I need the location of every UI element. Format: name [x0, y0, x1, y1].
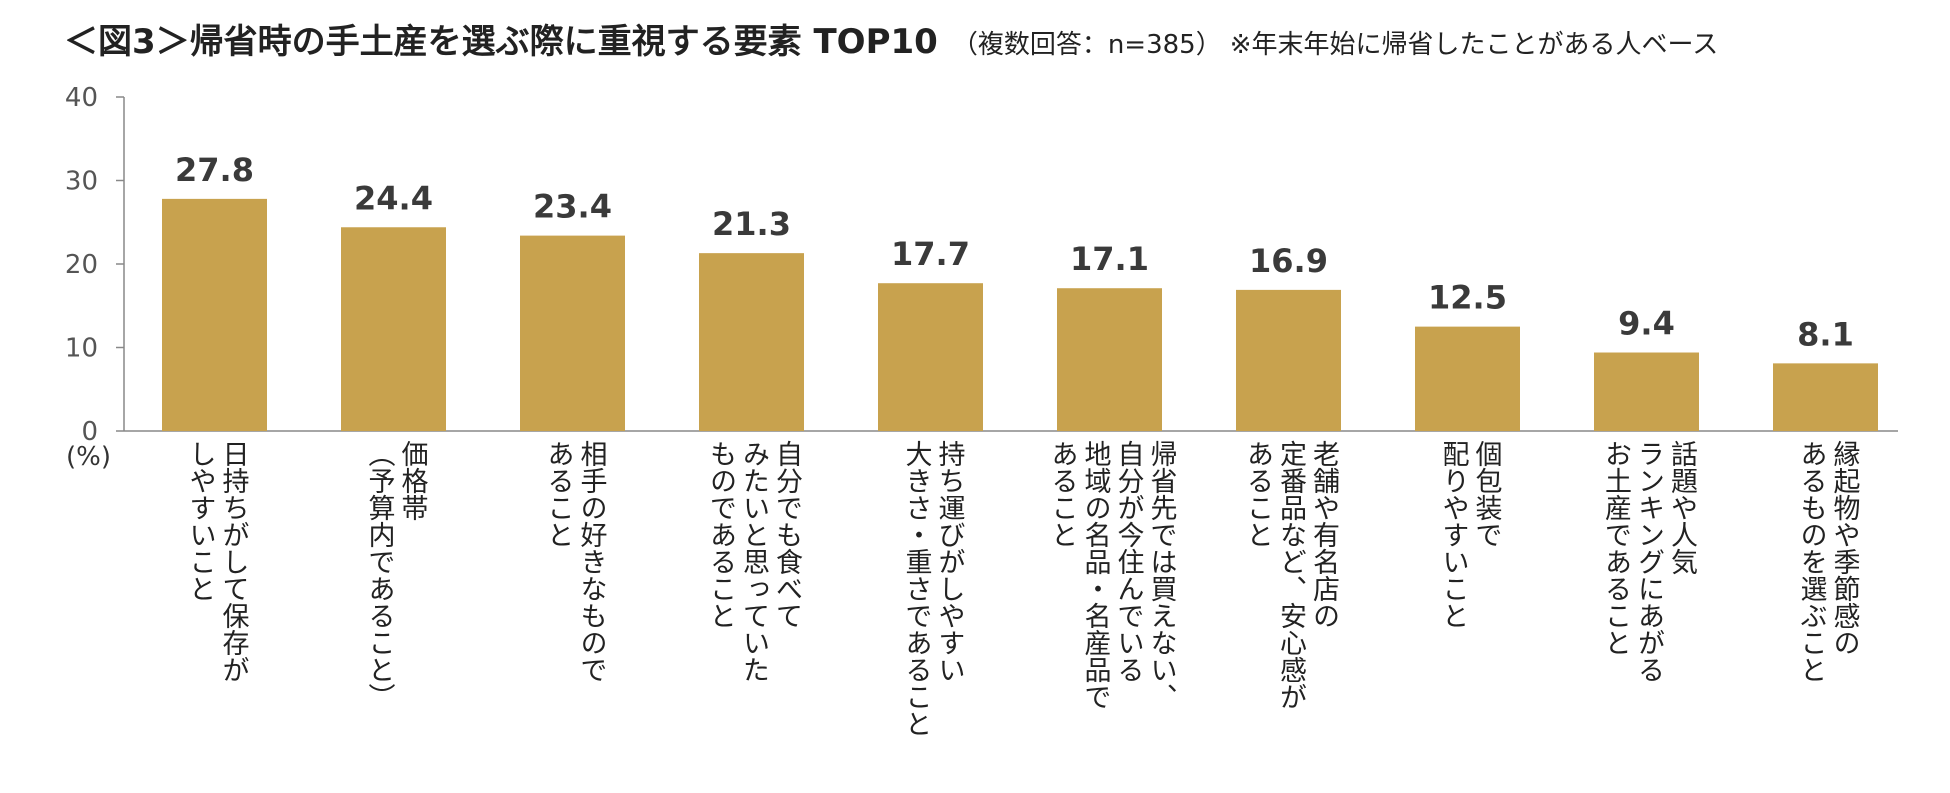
bar [341, 227, 446, 431]
x-category-label: 話題や人気 ランキングにあがる お土産であること [1600, 440, 1697, 683]
y-tick-label: 20 [65, 250, 98, 280]
bar [1236, 289, 1341, 431]
x-category-label: 老舗や有名店の 定番品など、安心感が あること [1242, 440, 1339, 710]
title-sample-note: （複数回答：n=385） [951, 30, 1222, 60]
x-category-label: 相手の好きなもので あること [542, 440, 607, 683]
bar-value-label: 21.3 [712, 205, 791, 243]
y-tick-label: 10 [65, 334, 98, 364]
bar-value-label: 17.1 [1070, 240, 1149, 278]
y-unit-label: (%) [66, 442, 111, 472]
bar-value-label: 12.5 [1428, 279, 1507, 317]
bar [1057, 288, 1162, 431]
x-category-label: 帰省先では買えない、 自分が今住んでいる 地域の名品・名産品で あること [1046, 440, 1177, 710]
bar-value-label: 17.7 [891, 235, 970, 273]
x-category-label: 日持ちがして保存が しやすいこと [184, 440, 249, 683]
x-category-label: 個包装で 配りやすいこと [1437, 440, 1502, 629]
bar [1773, 363, 1878, 431]
bar-value-label: 16.9 [1249, 242, 1328, 280]
x-category-label: 縁起物や季節感の あるものを選ぶこと [1795, 440, 1860, 683]
title-base-note: ※年末年始に帰省したことがある人ベース [1229, 30, 1719, 60]
x-category-label: 自分でも食べて みたいと思っていた ものであること [705, 440, 802, 683]
bar-value-label: 8.1 [1797, 315, 1854, 353]
chart-title: ＜図3＞帰省時の手土産を選ぶ際に重視する要素 TOP10 （複数回答：n=385）… [64, 14, 1718, 63]
y-tick-label: 40 [65, 83, 98, 113]
bar [520, 235, 625, 431]
title-main: ＜図3＞帰省時の手土産を選ぶ際に重視する要素 TOP10 [64, 22, 938, 62]
x-category-label: 持ち運びがしやすい 大きさ・重さであること [900, 440, 965, 737]
y-tick-label: 0 [81, 417, 98, 447]
bar [699, 253, 804, 431]
bar [1415, 326, 1520, 431]
bar-value-label: 9.4 [1618, 305, 1675, 343]
bar [878, 283, 983, 431]
x-category-label: 価格帯 （予算内であること） [363, 440, 428, 710]
y-tick-label: 30 [65, 167, 98, 197]
bar-value-label: 23.4 [533, 188, 612, 226]
bar [1594, 352, 1699, 431]
bar-value-label: 27.8 [175, 151, 254, 189]
bar-value-label: 24.4 [354, 179, 433, 217]
bar [162, 198, 267, 431]
